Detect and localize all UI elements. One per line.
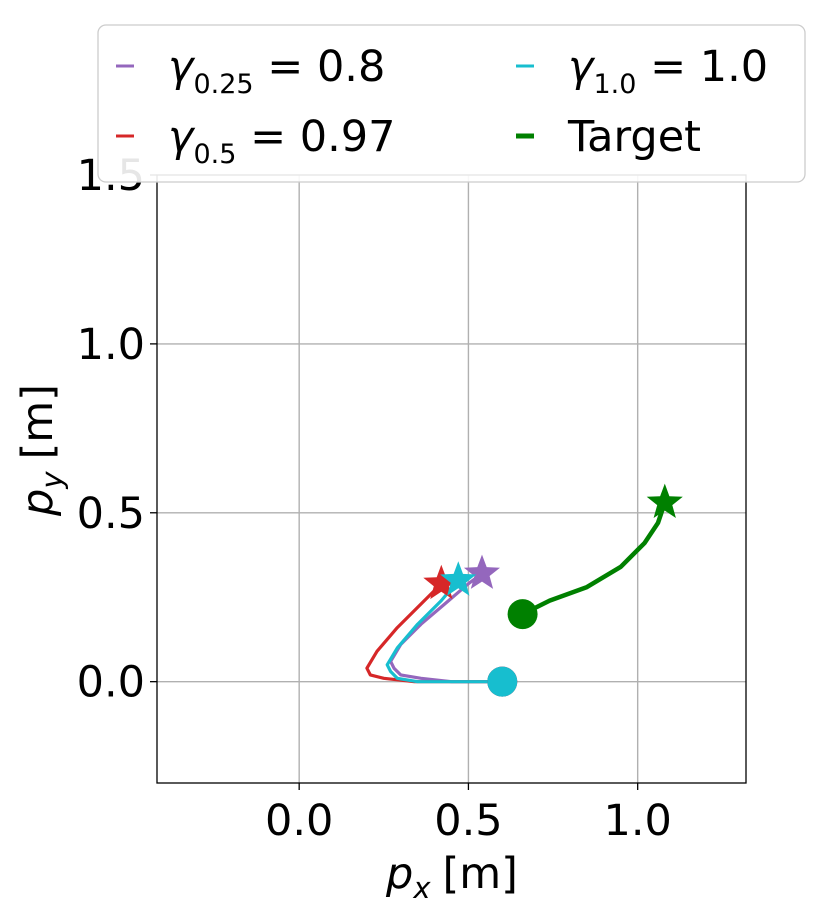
legend-label-target: Target (567, 112, 701, 162)
end-point-gamma_1.0 (440, 561, 477, 596)
legend-symbol: γ (168, 112, 196, 162)
end-point-gamma_0.25 (463, 554, 500, 589)
x-tick-labels: 0.0 0.5 1.0 (265, 783, 672, 846)
legend-box (97, 24, 806, 183)
y-axis-unit: [m] (13, 384, 63, 459)
x-tick-label: 0.5 (434, 796, 502, 846)
series-line-gamma_1.0 (385, 578, 504, 684)
legend-label-gamma_1.0: γ1.0 = 1.0 (568, 42, 768, 100)
marker-layer (423, 483, 683, 697)
y-tick-label: 0.0 (77, 658, 145, 708)
y-axis-subscript: y (35, 471, 69, 490)
legend-label-gamma_0.5: γ0.5 = 0.97 (168, 112, 396, 170)
x-axis-subscript: x (412, 871, 431, 900)
series-layer (365, 500, 668, 684)
legend-subscript: 0.25 (193, 69, 253, 100)
legend-label-gamma_0.25: γ0.25 = 0.8 (168, 42, 385, 100)
legend-value: = 0.97 (236, 112, 395, 162)
series-line-target (520, 500, 668, 617)
y-tick-label: 0.5 (77, 489, 145, 539)
end-point-target (646, 483, 683, 518)
start-point-gamma_1.0 (487, 666, 518, 697)
end-point-gamma_0.5 (423, 564, 460, 600)
x-axis-label: px [m] (385, 849, 518, 900)
legend-symbol: γ (568, 42, 596, 92)
legend-subscript: 1.0 (593, 69, 636, 100)
start-point-target (507, 599, 538, 630)
legend-subscript: 0.5 (193, 139, 236, 170)
legend: γ0.25 = 0.8 γ1.0 = 1.0γ0.5 = 0.97 Target (97, 24, 806, 183)
legend-value: = 0.8 (254, 42, 386, 92)
x-axis-unit: [m] (443, 849, 518, 899)
y-axis-symbol: p (13, 489, 63, 517)
legend-symbol: γ (168, 42, 196, 92)
y-tick-label: 1.0 (77, 320, 145, 370)
legend-value: = 1.0 (636, 42, 768, 92)
x-tick-label: 1.0 (603, 796, 671, 846)
x-axis-symbol: p (385, 849, 413, 899)
y-axis-label: py [m] (13, 384, 69, 517)
x-tick-label: 0.0 (265, 796, 333, 846)
